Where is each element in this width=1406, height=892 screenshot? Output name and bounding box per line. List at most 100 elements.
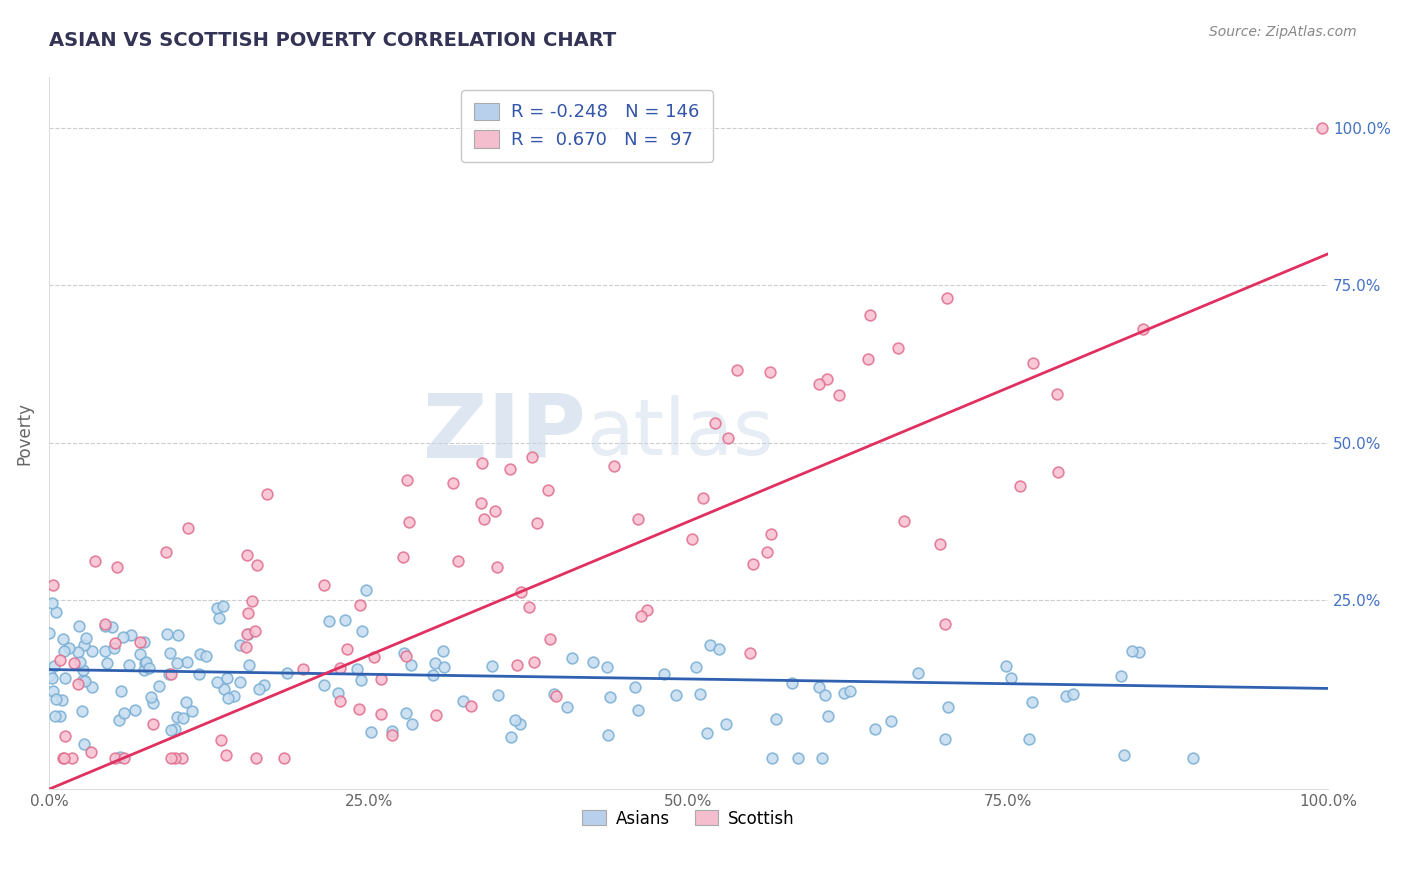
Point <box>815 372 838 386</box>
Point <box>247 681 270 696</box>
Point <box>42 578 65 592</box>
Point <box>142 717 165 731</box>
Point <box>786 750 808 764</box>
Point <box>505 658 527 673</box>
Point <box>108 749 131 764</box>
Point <box>49 709 72 723</box>
Point <box>209 733 232 747</box>
Point <box>111 630 134 644</box>
Point <box>157 667 180 681</box>
Point <box>45 691 67 706</box>
Point <box>187 666 209 681</box>
Point <box>938 700 960 714</box>
Point <box>58 641 80 656</box>
Point <box>486 560 509 574</box>
Point <box>41 596 63 610</box>
Point <box>212 682 235 697</box>
Point <box>229 675 252 690</box>
Point <box>636 603 658 617</box>
Point <box>104 636 127 650</box>
Point <box>128 635 150 649</box>
Point <box>73 738 96 752</box>
Point <box>236 627 259 641</box>
Point <box>681 532 703 546</box>
Point <box>80 680 103 694</box>
Point <box>602 458 624 473</box>
Point <box>326 686 349 700</box>
Point <box>623 680 645 694</box>
Point <box>1000 671 1022 685</box>
Point <box>717 431 740 445</box>
Legend: Asians, Scottish: Asians, Scottish <box>575 803 801 834</box>
Point <box>1010 478 1032 492</box>
Point <box>517 600 540 615</box>
Point <box>370 673 392 687</box>
Text: Source: ZipAtlas.com: Source: ZipAtlas.com <box>1209 25 1357 39</box>
Point <box>222 689 245 703</box>
Point <box>132 663 155 677</box>
Point <box>96 656 118 670</box>
Point <box>112 750 135 764</box>
Point <box>401 717 423 731</box>
Point <box>134 656 156 670</box>
Point <box>526 516 548 530</box>
Point <box>83 553 105 567</box>
Point <box>346 662 368 676</box>
Point <box>350 673 373 688</box>
Point <box>166 710 188 724</box>
Point <box>42 684 65 698</box>
Point <box>929 537 952 551</box>
Point <box>581 655 603 669</box>
Point <box>782 676 804 690</box>
Point <box>1022 356 1045 370</box>
Point <box>156 627 179 641</box>
Point <box>217 691 239 706</box>
Point <box>630 609 652 624</box>
Point <box>447 554 470 568</box>
Point <box>1128 645 1150 659</box>
Point <box>354 582 377 597</box>
Point <box>1121 644 1143 658</box>
Point <box>108 714 131 728</box>
Point <box>349 599 371 613</box>
Point <box>155 545 177 559</box>
Point <box>451 694 474 708</box>
Point <box>73 673 96 688</box>
Point <box>396 473 419 487</box>
Point <box>117 658 139 673</box>
Point <box>318 614 340 628</box>
Point <box>236 549 259 563</box>
Text: ASIAN VS SCOTTISH POVERTY CORRELATION CHART: ASIAN VS SCOTTISH POVERTY CORRELATION CH… <box>49 31 616 50</box>
Point <box>347 702 370 716</box>
Point <box>350 624 373 639</box>
Point <box>934 616 956 631</box>
Text: atlas: atlas <box>586 395 773 471</box>
Point <box>596 729 619 743</box>
Point <box>142 696 165 710</box>
Point <box>79 745 101 759</box>
Point <box>652 667 675 681</box>
Point <box>73 638 96 652</box>
Point <box>256 487 278 501</box>
Text: ZIP: ZIP <box>423 390 586 477</box>
Point <box>1062 687 1084 701</box>
Point <box>665 689 688 703</box>
Point <box>1047 465 1070 479</box>
Point <box>128 647 150 661</box>
Point <box>699 638 721 652</box>
Point <box>105 560 128 574</box>
Point <box>759 526 782 541</box>
Y-axis label: Poverty: Poverty <box>15 401 32 465</box>
Point <box>537 483 560 498</box>
Point <box>538 632 561 646</box>
Point <box>166 628 188 642</box>
Point <box>814 689 837 703</box>
Point <box>273 750 295 764</box>
Point <box>246 558 269 573</box>
Point <box>811 750 834 764</box>
Point <box>205 600 228 615</box>
Point <box>52 632 75 646</box>
Point <box>215 748 238 763</box>
Point <box>484 504 506 518</box>
Point <box>53 644 76 658</box>
